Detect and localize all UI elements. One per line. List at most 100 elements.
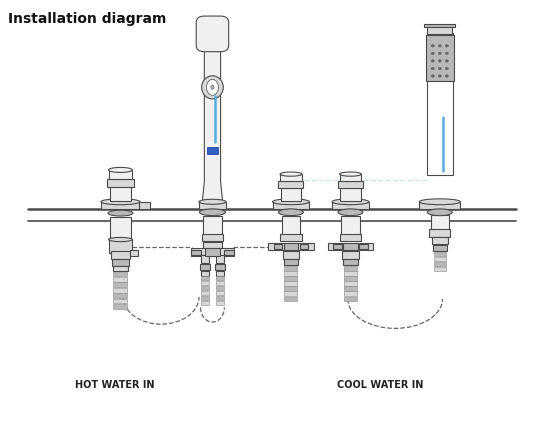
Bar xyxy=(109,170,132,179)
Bar xyxy=(109,239,132,252)
Bar xyxy=(113,277,127,281)
Bar xyxy=(201,296,209,300)
Bar xyxy=(217,281,224,285)
Bar xyxy=(285,266,298,271)
Ellipse shape xyxy=(431,52,434,54)
Bar xyxy=(113,259,128,266)
Bar xyxy=(344,276,357,281)
Bar xyxy=(285,292,298,296)
Polygon shape xyxy=(202,43,222,203)
Bar xyxy=(113,282,127,287)
Bar xyxy=(215,264,225,270)
Bar xyxy=(113,272,127,276)
Bar xyxy=(344,292,357,296)
Bar xyxy=(342,251,358,259)
Bar xyxy=(341,216,360,236)
Bar xyxy=(217,291,224,295)
Bar xyxy=(201,255,209,263)
Bar xyxy=(340,187,361,201)
Bar xyxy=(224,249,233,254)
Bar xyxy=(359,244,368,249)
Bar xyxy=(432,244,447,251)
Bar xyxy=(205,248,220,256)
Bar xyxy=(284,243,298,250)
Bar xyxy=(217,301,224,306)
Bar xyxy=(217,296,224,300)
Ellipse shape xyxy=(109,168,132,173)
Ellipse shape xyxy=(109,238,132,242)
Ellipse shape xyxy=(199,199,226,204)
Bar xyxy=(201,301,209,306)
Bar xyxy=(199,202,226,209)
Ellipse shape xyxy=(431,60,434,62)
Bar xyxy=(113,304,127,309)
Ellipse shape xyxy=(445,45,448,47)
Bar xyxy=(327,243,334,250)
Bar xyxy=(285,271,298,276)
Bar xyxy=(113,293,127,298)
Ellipse shape xyxy=(339,172,361,176)
Bar xyxy=(338,181,363,188)
Bar xyxy=(331,243,369,250)
Bar xyxy=(344,281,357,286)
Bar xyxy=(426,35,454,81)
Bar xyxy=(285,297,298,301)
Ellipse shape xyxy=(419,199,460,205)
Bar xyxy=(279,181,304,188)
Bar xyxy=(216,271,224,276)
Bar xyxy=(430,230,450,237)
Bar xyxy=(307,243,314,250)
Bar xyxy=(217,255,224,263)
Ellipse shape xyxy=(101,199,140,205)
Text: Installation diagram: Installation diagram xyxy=(8,12,166,26)
Ellipse shape xyxy=(445,75,448,77)
Bar xyxy=(201,276,209,280)
Bar xyxy=(343,259,357,265)
Bar xyxy=(139,202,150,209)
Bar xyxy=(111,251,130,259)
Ellipse shape xyxy=(438,67,441,70)
Bar xyxy=(431,215,449,232)
Bar xyxy=(207,147,218,154)
Bar xyxy=(201,271,209,276)
Bar xyxy=(113,266,128,271)
Bar xyxy=(431,238,448,244)
Bar xyxy=(339,174,361,181)
Bar xyxy=(272,243,310,250)
Bar xyxy=(129,250,138,256)
Bar xyxy=(217,286,224,290)
Ellipse shape xyxy=(279,209,304,216)
Ellipse shape xyxy=(108,210,133,216)
Ellipse shape xyxy=(445,60,448,62)
Bar xyxy=(107,179,134,187)
Ellipse shape xyxy=(202,76,223,99)
Ellipse shape xyxy=(273,199,310,205)
Bar xyxy=(434,267,446,271)
Bar xyxy=(110,217,131,239)
Bar xyxy=(344,297,357,301)
Bar xyxy=(273,202,310,209)
Bar xyxy=(367,243,373,250)
Bar xyxy=(113,299,127,303)
Bar xyxy=(427,33,453,176)
Ellipse shape xyxy=(338,209,363,216)
Bar xyxy=(333,244,342,249)
Bar xyxy=(201,291,209,295)
Bar xyxy=(101,202,140,209)
Bar xyxy=(274,244,282,249)
Bar xyxy=(280,174,302,181)
Bar xyxy=(285,287,298,291)
Ellipse shape xyxy=(445,52,448,54)
Bar xyxy=(343,243,357,250)
Bar xyxy=(285,281,298,286)
Bar xyxy=(201,281,209,285)
Bar xyxy=(284,259,298,265)
Ellipse shape xyxy=(438,52,441,54)
Bar xyxy=(285,276,298,281)
Bar xyxy=(434,257,446,261)
Bar xyxy=(283,251,299,259)
Bar xyxy=(202,234,223,241)
Ellipse shape xyxy=(438,75,441,77)
Bar xyxy=(280,234,302,241)
Bar xyxy=(419,202,460,209)
